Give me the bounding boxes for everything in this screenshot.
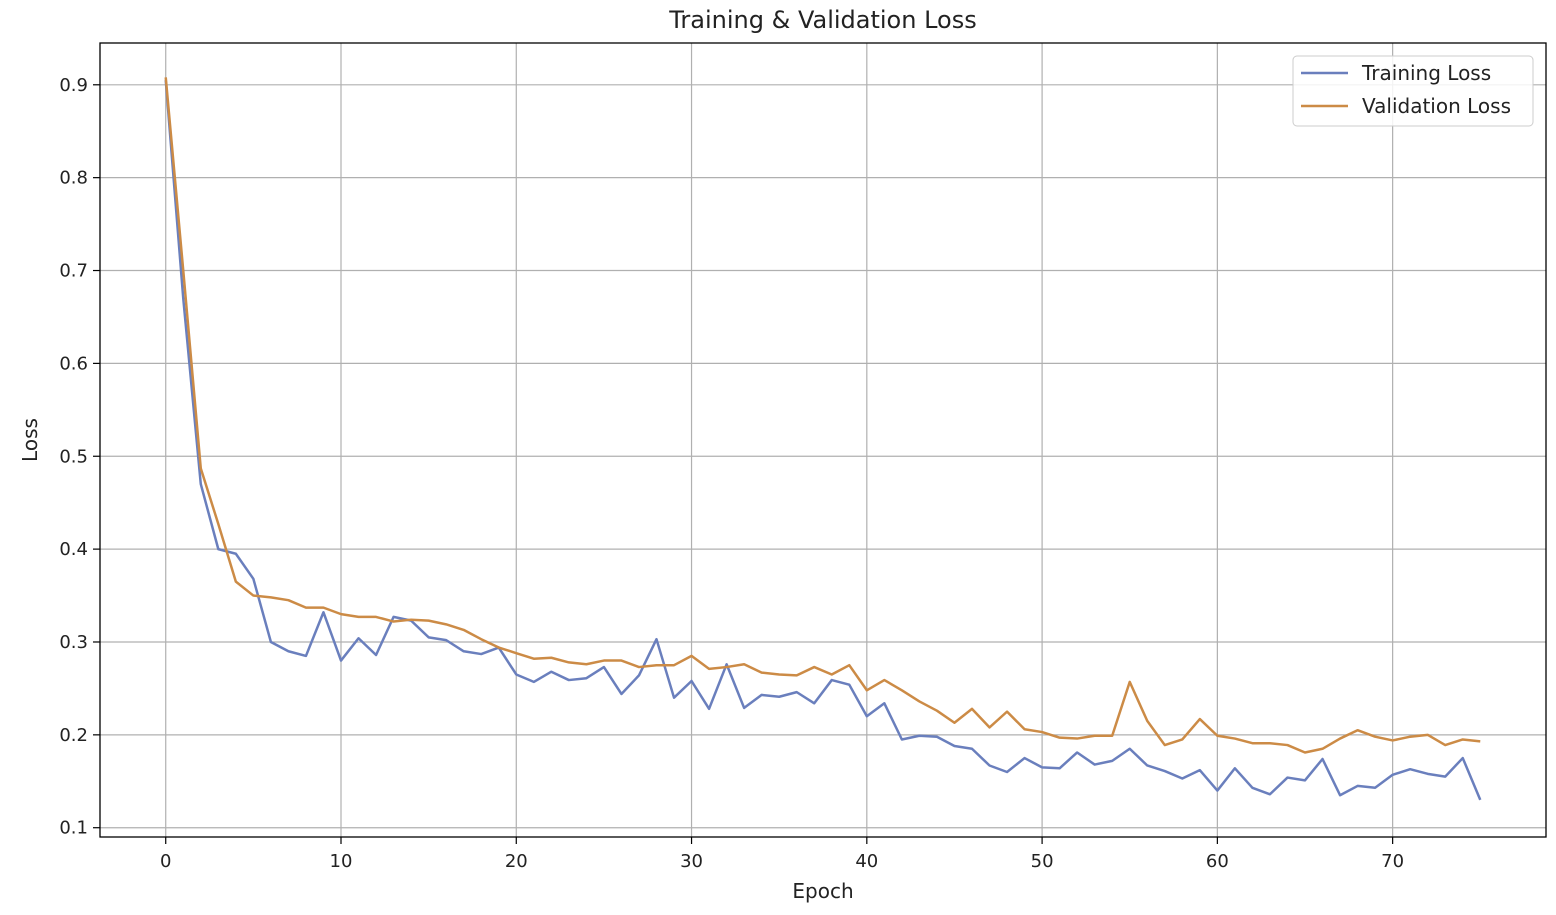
training-loss-line [164, 80, 1482, 801]
grid-lines [100, 43, 1546, 837]
plot-frame [99, 42, 1547, 838]
y-tick-label: 0.6 [59, 353, 88, 374]
x-axis-label: Epoch [792, 879, 853, 903]
y-tick-label: 0.5 [59, 446, 88, 467]
legend: Training Loss Validation Loss [1292, 55, 1534, 127]
series-lines [164, 77, 1482, 801]
x-tick-label: 10 [330, 851, 353, 872]
y-tick-label: 0.3 [59, 632, 88, 653]
y-tick-label: 0.2 [59, 725, 88, 746]
x-tick-label: 40 [855, 851, 878, 872]
chart-title: Training & Validation Loss [668, 6, 976, 34]
x-tick-label: 30 [680, 851, 703, 872]
y-tick-label: 0.9 [59, 75, 88, 96]
y-tick-label: 0.8 [59, 168, 88, 189]
y-axis-label: Loss [18, 418, 42, 462]
legend-box [1292, 55, 1534, 127]
x-tick-label: 20 [505, 851, 528, 872]
x-tick-label: 60 [1206, 851, 1229, 872]
y-tick-label: 0.4 [59, 539, 88, 560]
y-tick-label: 0.7 [59, 261, 88, 282]
x-tick-label: 70 [1381, 851, 1404, 872]
y-tick-label: 0.1 [59, 818, 88, 839]
legend-label-validation: Validation Loss [1362, 94, 1511, 118]
x-tick-label: 50 [1031, 851, 1054, 872]
legend-label-training: Training Loss [1361, 61, 1491, 85]
x-axis: 0 10 20 30 40 50 60 70 [160, 837, 1404, 872]
x-tick-label: 0 [160, 851, 171, 872]
validation-loss-line [164, 77, 1481, 754]
y-axis: 0.1 0.2 0.3 0.4 0.5 0.6 0.7 0.8 0.9 [59, 75, 100, 839]
